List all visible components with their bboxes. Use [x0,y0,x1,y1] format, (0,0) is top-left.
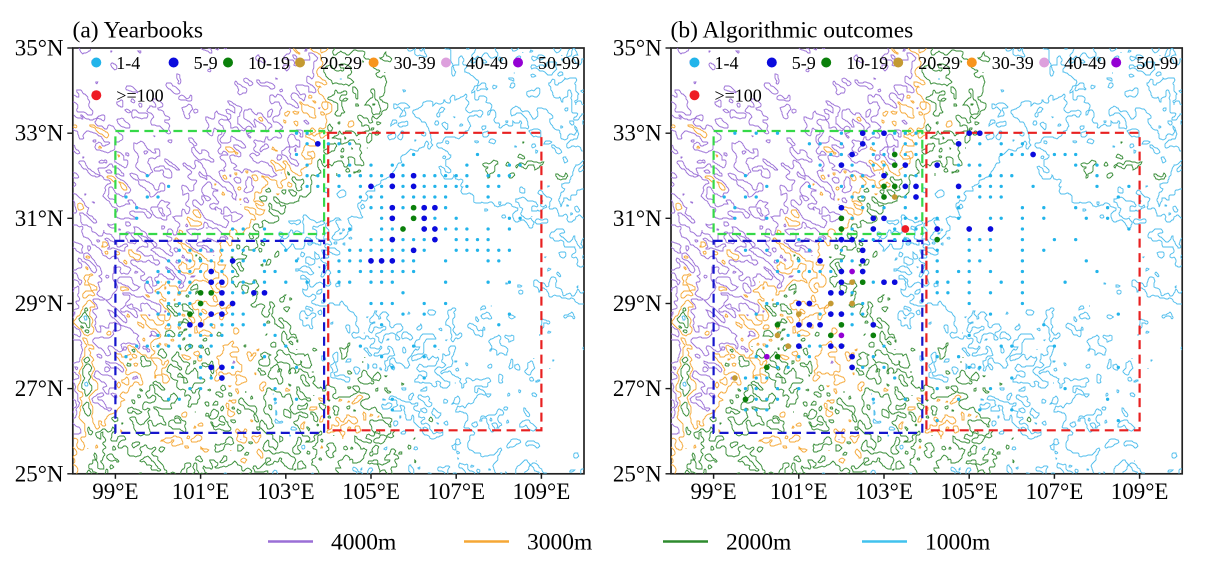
svg-text:25°N: 25°N [613,461,662,486]
svg-text:1-4: 1-4 [116,53,140,73]
svg-text:25°N: 25°N [15,461,64,486]
svg-text:35°N: 35°N [613,36,662,61]
svg-text:3000m: 3000m [527,530,592,556]
svg-text:50-99: 50-99 [538,53,580,73]
svg-text:4000m: 4000m [331,530,396,556]
svg-text:27°N: 27°N [613,376,662,401]
svg-text:103°E: 103°E [855,479,913,504]
svg-text:99°E: 99°E [92,479,138,504]
svg-text:20-29: 20-29 [320,53,362,73]
svg-text:2000m: 2000m [726,530,791,556]
svg-text:99°E: 99°E [690,479,736,504]
svg-text:31°N: 31°N [613,206,662,231]
svg-text:10-19: 10-19 [846,53,888,73]
svg-text:40-49: 40-49 [466,53,508,73]
svg-text:33°N: 33°N [613,121,662,146]
svg-text:50-99: 50-99 [1136,53,1178,73]
svg-text:30-39: 30-39 [394,53,436,73]
svg-text:35°N: 35°N [15,36,64,61]
svg-text:20-29: 20-29 [918,53,960,73]
svg-text:105°E: 105°E [940,479,998,504]
svg-text:30-39: 30-39 [992,53,1034,73]
svg-text:5-9: 5-9 [792,53,816,73]
svg-text:109°E: 109°E [513,479,571,504]
svg-text:>=100: >=100 [715,86,762,106]
svg-text:101°E: 101°E [770,479,828,504]
svg-text:101°E: 101°E [172,479,230,504]
svg-text:107°E: 107°E [1026,479,1084,504]
svg-text:40-49: 40-49 [1064,53,1106,73]
svg-text:10-19: 10-19 [248,53,290,73]
svg-text:31°N: 31°N [15,206,64,231]
svg-text:105°E: 105°E [342,479,400,504]
svg-text:29°N: 29°N [15,291,64,316]
svg-text:1000m: 1000m [925,530,990,556]
svg-text:>=100: >=100 [116,86,163,106]
svg-text:29°N: 29°N [613,291,662,316]
svg-text:1-4: 1-4 [715,53,739,73]
svg-text:103°E: 103°E [257,479,315,504]
svg-text:5-9: 5-9 [194,53,218,73]
svg-text:27°N: 27°N [15,376,64,401]
svg-text:(b) Algorithmic outcomes: (b) Algorithmic outcomes [671,18,914,44]
svg-text:33°N: 33°N [15,121,64,146]
svg-text:(a) Yearbooks: (a) Yearbooks [73,18,204,44]
svg-text:109°E: 109°E [1111,479,1169,504]
svg-text:107°E: 107°E [427,479,485,504]
